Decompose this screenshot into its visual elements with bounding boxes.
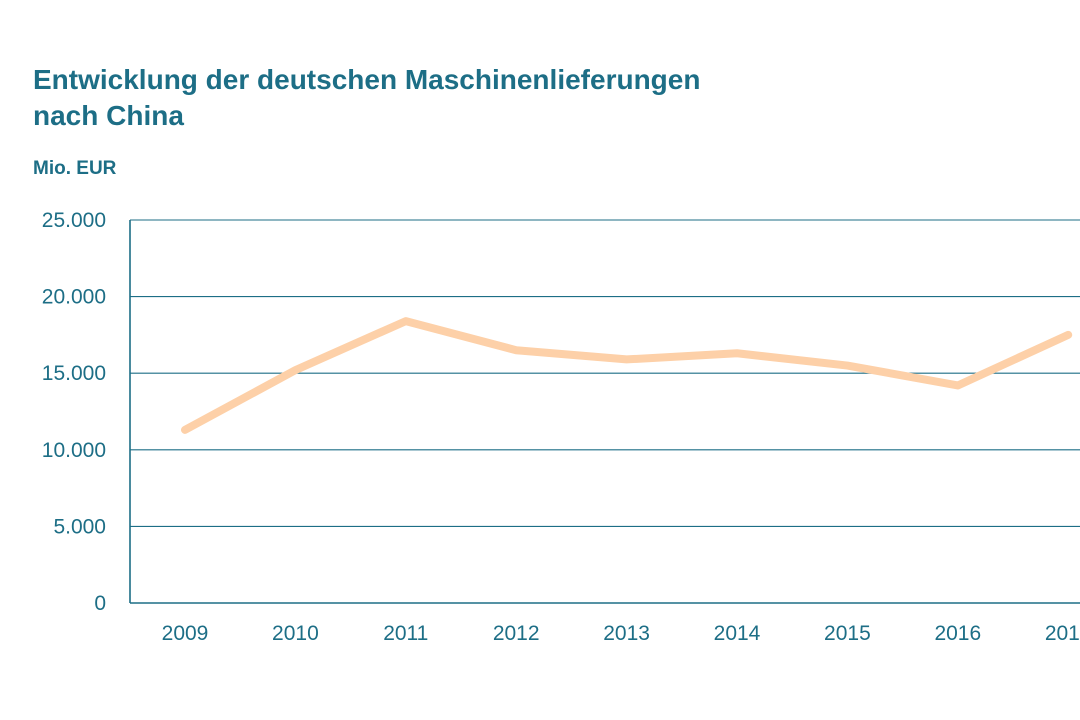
x-tick-label: 2009 <box>162 622 209 645</box>
x-axis-ticks: 2009 2010 2011 2012 2013 2014 2015 2016 2017 <box>162 622 1080 645</box>
x-tick-label: 2014 <box>714 622 761 645</box>
series-layer <box>181 317 1073 434</box>
x-tick-label: 2012 <box>493 622 540 645</box>
x-tick-label: 2016 <box>934 622 981 645</box>
y-axis-ticks: 0 5.000 10.000 15.000 20.000 25.000 <box>42 209 106 615</box>
y-tick-label: 0 <box>94 592 106 615</box>
y-tick-label: 25.000 <box>42 209 106 232</box>
grid-lines <box>129 219 1080 604</box>
x-tick-label: 2010 <box>272 622 319 645</box>
chart-title: Entwicklung der deutschen Maschinenliefe… <box>33 62 933 134</box>
x-tick-label: 2013 <box>603 622 650 645</box>
chart-title-line-2: nach China <box>33 100 184 131</box>
y-tick-label: 5.000 <box>53 515 106 538</box>
y-tick-label: 20.000 <box>42 286 106 309</box>
series-line-0 <box>181 317 1073 434</box>
x-tick-label: 2011 <box>383 622 428 645</box>
y-tick-label: 15.000 <box>42 362 106 385</box>
chart-title-line-1: Entwicklung der deutschen Maschinenliefe… <box>33 64 701 95</box>
x-tick-label: 2017 <box>1045 622 1080 645</box>
y-tick-label: 10.000 <box>42 439 106 462</box>
y-axis-unit-label: Mio. EUR <box>33 158 117 179</box>
x-tick-label: 2015 <box>824 622 871 645</box>
